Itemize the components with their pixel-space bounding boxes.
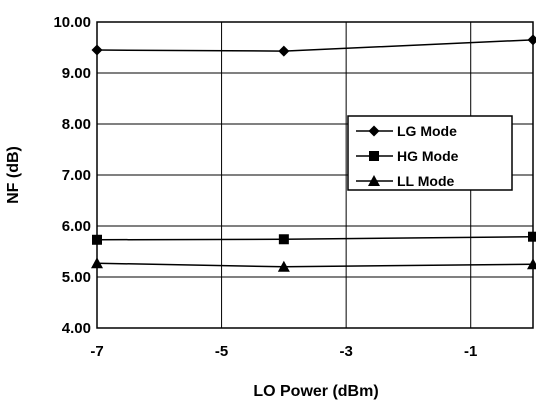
legend: LG Mode HG Mode LL Mode: [347, 115, 513, 191]
legend-label-hg-mode: HG Mode: [397, 148, 459, 164]
data-point-lg-mode: [278, 45, 290, 57]
data-point-lg-mode: [527, 34, 536, 46]
plot-area: [96, 21, 534, 329]
legend-marker-lg-mode: [368, 125, 380, 137]
y-axis-label: NF (dB): [5, 146, 22, 204]
y-tick-label: 8.00: [62, 116, 91, 133]
legend-marker-ll-mode: [368, 175, 380, 186]
series-layer: [91, 34, 536, 272]
data-point-hg-mode: [528, 231, 536, 242]
legend-label-lg-mode: LG Mode: [397, 123, 457, 139]
x-tick-label: -5: [215, 343, 228, 360]
x-tick-label: -3: [339, 343, 352, 360]
series-line-lg-mode: [96, 39, 534, 52]
data-point-ll-mode: [91, 257, 103, 269]
x-tick-label: -1: [464, 343, 477, 360]
data-point-lg-mode: [91, 44, 103, 56]
x-axis-ticks: -7 -5 -3 -1: [90, 343, 477, 360]
series-line-hg-mode: [96, 235, 534, 241]
y-tick-label: 4.00: [62, 320, 91, 337]
data-point-hg-mode: [278, 234, 289, 245]
series-line-ll-mode: [96, 262, 534, 268]
y-tick-label: 5.00: [62, 269, 91, 286]
x-axis-label: LO Power (dBm): [253, 383, 378, 400]
y-tick-label: 6.00: [62, 218, 91, 235]
data-point-ll-mode: [527, 258, 536, 270]
legend-label-ll-mode: LL Mode: [397, 173, 455, 189]
x-tick-label: -7: [90, 343, 103, 360]
data-point-ll-mode: [277, 260, 290, 272]
y-tick-label: 10.00: [53, 14, 91, 31]
legend-marker-hg-mode: [369, 151, 379, 161]
data-point-hg-mode: [92, 234, 102, 245]
y-tick-label: 9.00: [62, 65, 91, 82]
y-tick-label: 7.00: [62, 167, 91, 184]
y-axis-ticks: 4.00 5.00 6.00 7.00 8.00 9.00 10.00: [53, 14, 91, 337]
